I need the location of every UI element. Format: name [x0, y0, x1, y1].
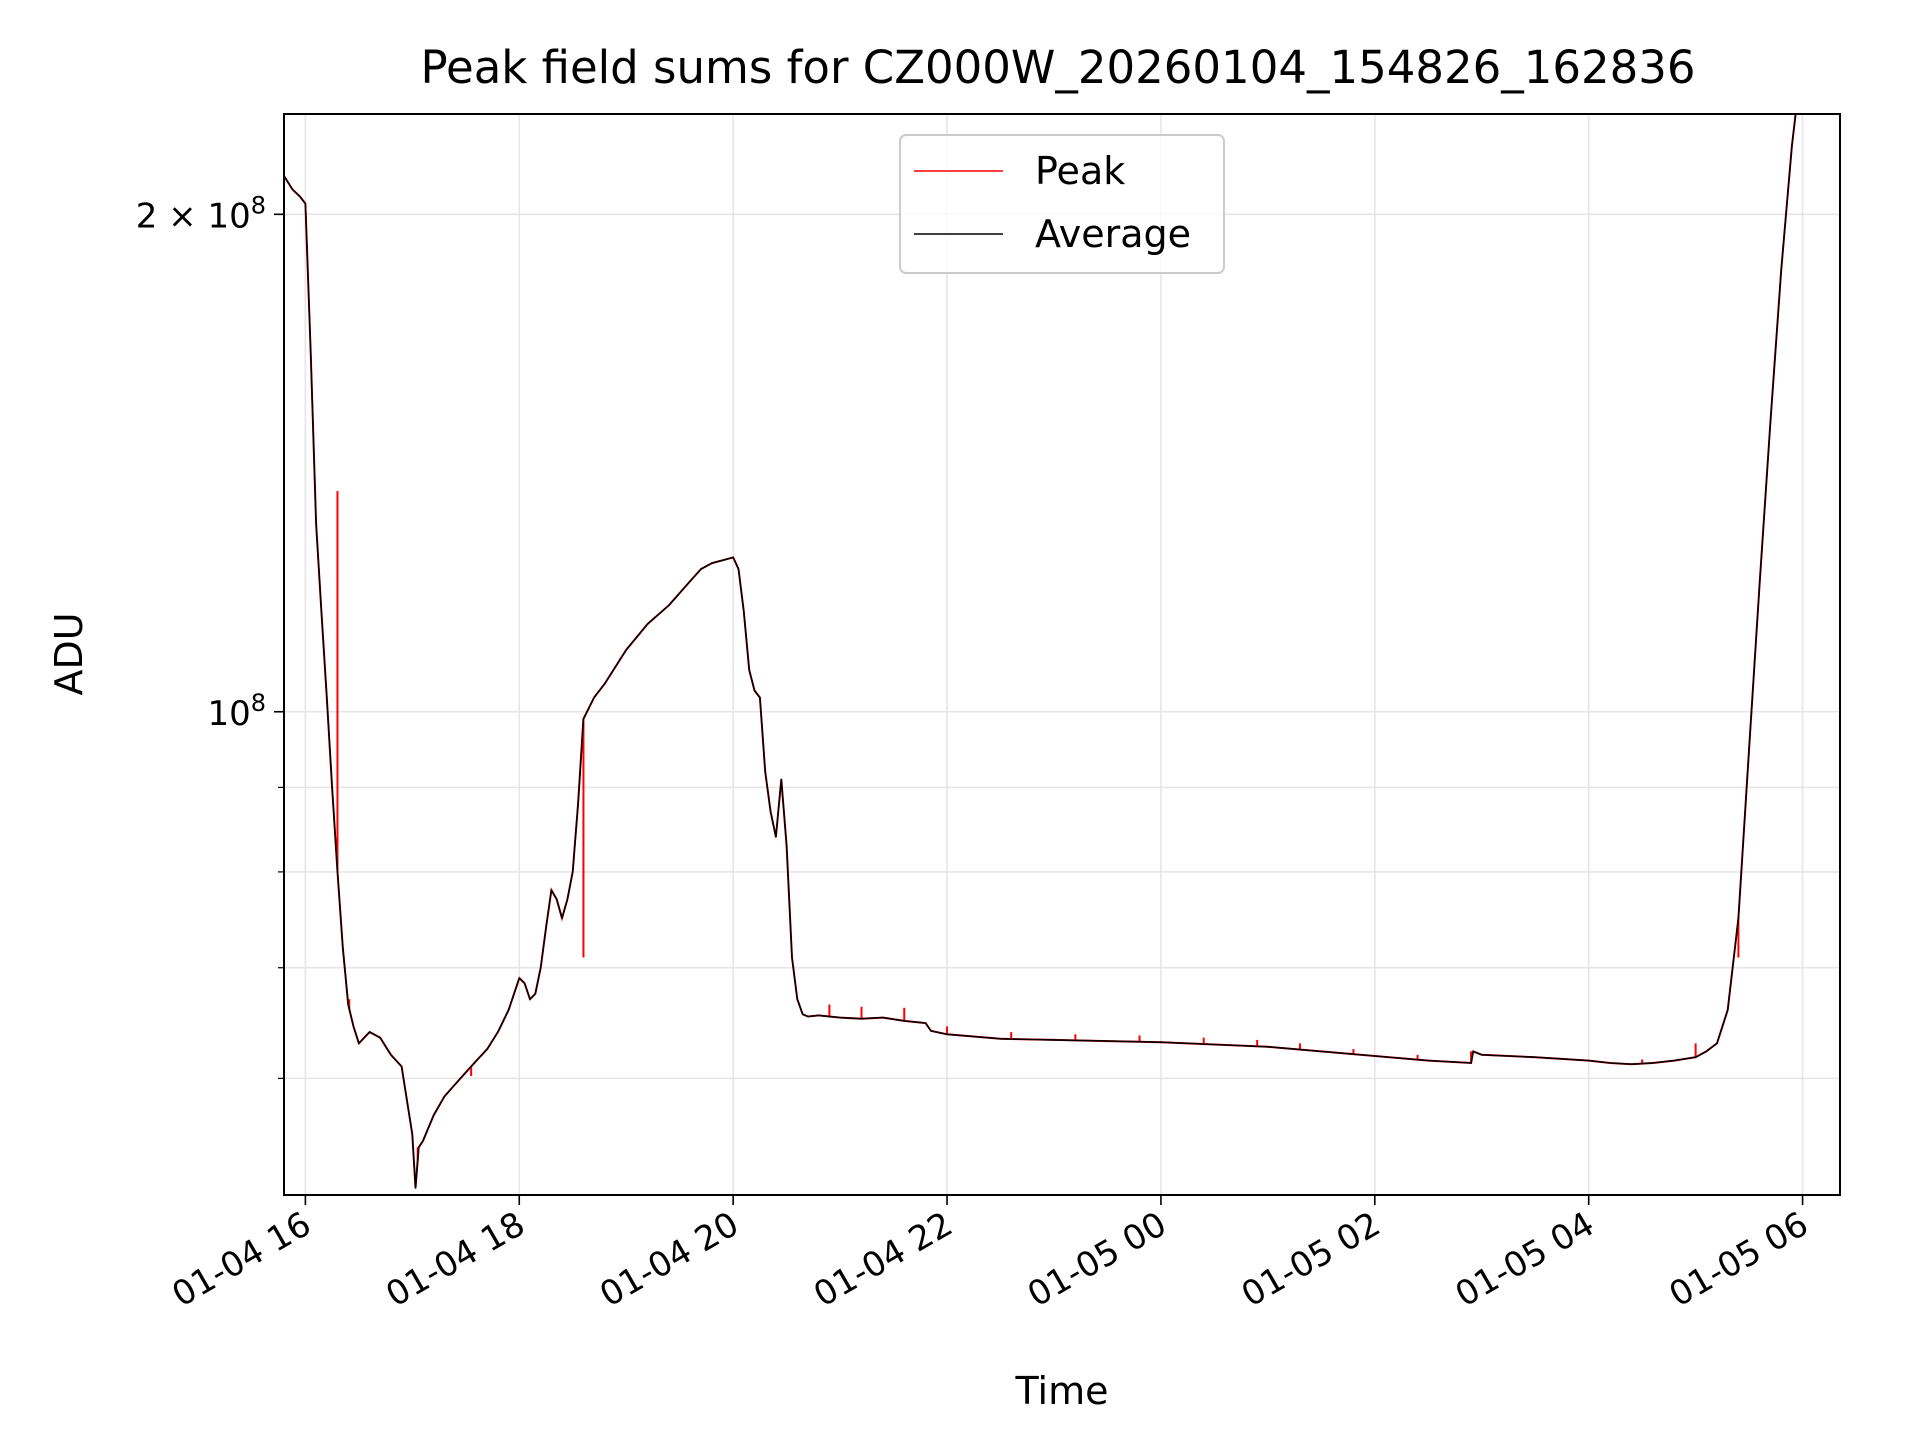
plot-area [283, 113, 1841, 1196]
x-axis-label: Time [1015, 1369, 1109, 1413]
y-axis-label: ADU [47, 612, 91, 695]
legend-peak-label: Peak [1035, 149, 1125, 193]
legend-frame [899, 134, 1225, 274]
legend-average-label: Average [1035, 212, 1191, 256]
legend: Peak Average [899, 134, 1225, 274]
grid-layer [284, 114, 1840, 1195]
plot-clip-region [284, 114, 1840, 1195]
y-tick-label-1: 108 [207, 689, 266, 734]
average-series-layer [284, 114, 1797, 1189]
y-axis-ticks: 2 × 108 108 [136, 191, 284, 1079]
average-series-line [284, 114, 1797, 1189]
plot-background [284, 114, 1840, 1195]
plot-frame [283, 113, 1841, 1196]
chart-title: Peak field sums for CZ000W_20260104_1548… [420, 41, 1695, 94]
y-tick-label-0: 2 × 108 [136, 191, 266, 236]
